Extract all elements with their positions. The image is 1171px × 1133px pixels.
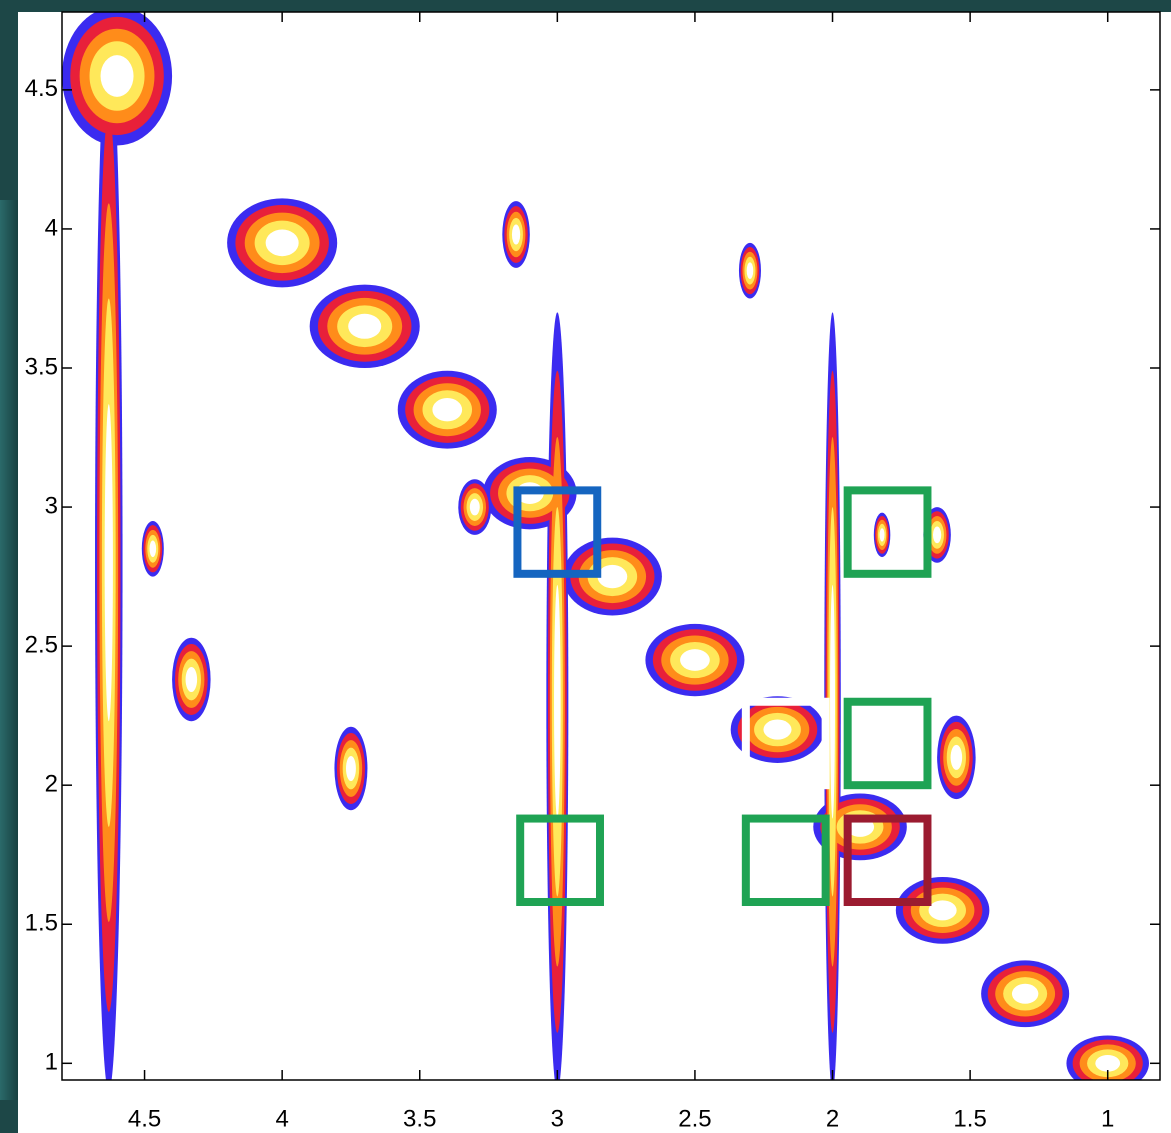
peak-contour: [680, 649, 710, 671]
peak-contour: [348, 313, 382, 339]
peak-contour: [104, 404, 113, 722]
peak-contour: [879, 528, 885, 542]
y-tick-label: 2.5: [25, 631, 58, 658]
peak-contour: [950, 744, 963, 770]
slide-strip: [0, 200, 18, 1100]
x-tick-label: 1.5: [953, 1105, 986, 1132]
highlight-box: [516, 814, 604, 906]
highlight-box: [741, 814, 830, 906]
x-tick-label: 2.5: [678, 1105, 711, 1132]
highlight-box: [843, 697, 932, 790]
x-tick-label: 3.5: [403, 1105, 436, 1132]
peak-contour: [511, 224, 521, 245]
x-tick-label: 1: [1101, 1105, 1114, 1132]
peak-contour: [469, 498, 480, 516]
overlay: [513, 486, 932, 906]
x-tick-label: 3: [551, 1105, 564, 1132]
y-tick-label: 3: [45, 492, 58, 519]
peak-contour: [928, 900, 957, 921]
peak-contour: [932, 526, 942, 544]
x-tick-label: 4.5: [128, 1105, 161, 1132]
highlight-box: [741, 697, 830, 790]
y-tick-label: 3.5: [25, 353, 58, 380]
plot-area: [62, 12, 1149, 1080]
peak-contour: [432, 398, 463, 422]
axes-frame: [61, 11, 1161, 1081]
highlight-box: [513, 486, 602, 578]
peak-contour: [185, 666, 198, 693]
highlight-box: [843, 486, 932, 578]
peak-contour: [554, 584, 561, 819]
y-tick-label: 2: [45, 771, 58, 798]
peak-contour: [265, 229, 299, 257]
y-tick-label: 1.5: [25, 910, 58, 937]
highlight-box: [843, 814, 932, 906]
y-tick-label: 4: [45, 214, 58, 241]
peak-contour: [746, 262, 754, 279]
peak-contour: [1011, 983, 1039, 1004]
peak-contour: [597, 564, 628, 589]
peak-contour: [345, 755, 356, 782]
peak-contour: [830, 584, 836, 819]
y-tick-label: 4.5: [25, 75, 58, 102]
peak-contour: [1095, 1054, 1121, 1072]
peak-contour: [149, 540, 157, 558]
peak-contour: [100, 55, 134, 97]
y-tick-label: 1: [45, 1049, 58, 1076]
peak-contour: [763, 719, 792, 740]
x-tick-label: 4: [275, 1105, 288, 1132]
x-tick-label: 2: [826, 1105, 839, 1132]
